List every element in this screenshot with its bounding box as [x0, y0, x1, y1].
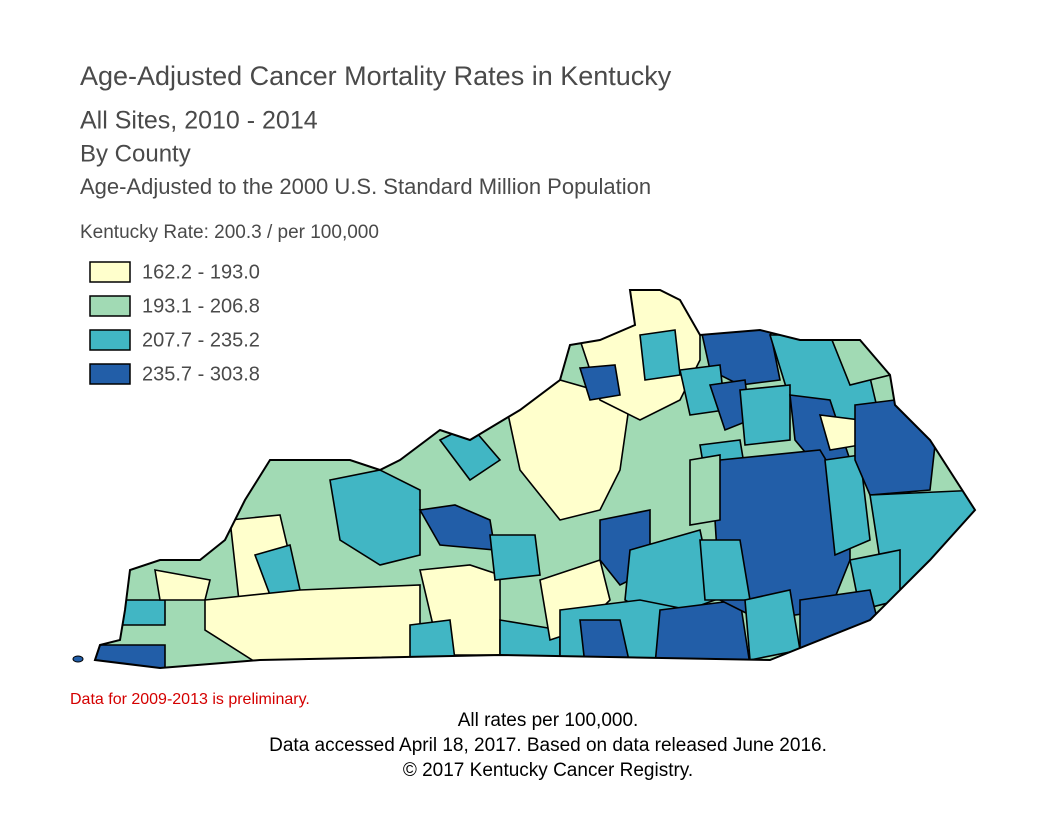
county-region	[409, 619, 456, 661]
legend-swatch	[89, 329, 131, 351]
adjustment: Age-Adjusted to the 2000 U.S. Standard M…	[80, 174, 651, 199]
county-region	[578, 364, 621, 401]
state-rate: Kentucky Rate: 200.3 / per 100,000	[80, 222, 379, 243]
county-region	[824, 454, 871, 557]
units-note: All rates per 100,000.	[458, 710, 639, 731]
legend-label: 193.1 - 206.8	[142, 295, 260, 317]
county-fragment	[72, 655, 84, 663]
subtitle: All Sites, 2010 - 2014	[80, 107, 318, 135]
grouping: By County	[80, 140, 191, 167]
county-region	[654, 599, 751, 666]
county-region	[639, 329, 681, 381]
legend-swatch	[89, 295, 131, 317]
county-region	[739, 384, 791, 446]
county-region	[504, 379, 631, 521]
legend-swatch	[89, 363, 131, 385]
copyright: © 2017 Kentucky Cancer Registry.	[403, 760, 693, 781]
title: Age-Adjusted Cancer Mortality Rates in K…	[80, 61, 672, 91]
legend-label: 207.7 - 235.2	[142, 329, 260, 351]
legend-label: 235.7 - 303.8	[142, 363, 260, 385]
county-region	[689, 454, 721, 526]
county-region	[854, 399, 936, 496]
county-region	[799, 589, 881, 662]
legend-label: 162.2 - 193.0	[142, 261, 260, 283]
county-region	[489, 534, 541, 581]
county-region	[744, 589, 801, 661]
source-note: Data accessed April 18, 2017. Based on d…	[269, 735, 827, 756]
legend-swatch	[89, 261, 131, 283]
legend: 162.2 - 193.0 193.1 - 206.8 207.7 - 235.2 2…	[89, 261, 260, 385]
preliminary-note: Data for 2009-2013 is preliminary.	[70, 691, 310, 708]
